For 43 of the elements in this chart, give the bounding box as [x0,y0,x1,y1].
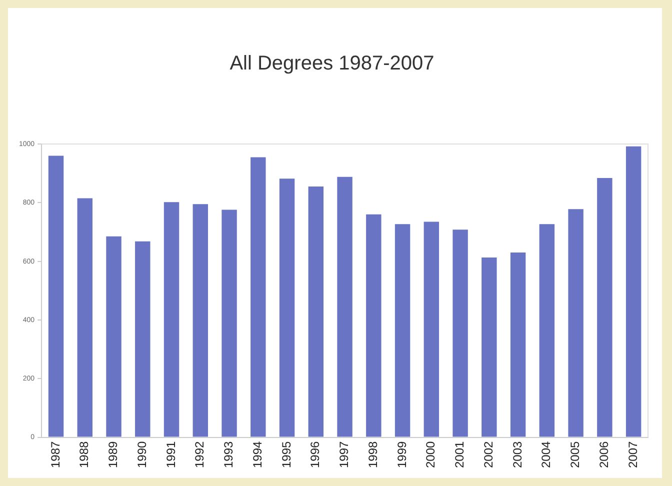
x-tick-label: 1988 [77,440,92,468]
bar [135,241,150,437]
x-tick-label: 2004 [539,440,554,468]
bar [597,178,612,437]
bar [77,198,92,437]
x-tick-label: 2000 [424,440,438,468]
x-tick-label: 1990 [134,440,149,468]
x-tick-label: 1998 [366,440,380,468]
x-tick-label: 1999 [394,440,409,468]
x-tick-label: 1996 [308,440,322,468]
x-tick-label: 1995 [279,440,294,468]
x-tick-label: 2005 [568,440,582,468]
x-tick-label: 2001 [452,440,467,468]
bar [192,204,208,437]
bar [250,157,266,437]
bar [48,156,64,437]
bar [452,230,468,437]
bar [482,258,497,437]
x-tick-label: 2003 [510,440,524,468]
bar [308,186,324,437]
bar [568,209,584,437]
x-tick-label: 1997 [337,440,352,468]
x-tick-label: 2002 [481,440,496,468]
bar [539,224,555,437]
bar [279,178,295,437]
x-tick-label: 1992 [192,440,207,468]
bar [337,176,352,437]
bar [222,210,237,437]
bar [106,236,122,437]
x-tick-label: 1987 [48,440,62,468]
bar [164,202,180,437]
x-tick-label: 1989 [106,440,120,468]
x-tick-label: 1993 [222,440,236,468]
bar [394,224,410,437]
bar [366,214,382,437]
x-tick-label: 2006 [596,440,611,468]
bar [510,252,526,437]
bar [626,146,642,437]
x-tick-label: 2007 [626,440,640,468]
x-tick-label: 1991 [164,440,178,468]
x-tick-label: 1994 [250,440,264,468]
chart-title: All Degrees 1987-2007 [230,52,434,75]
bar [424,222,440,437]
